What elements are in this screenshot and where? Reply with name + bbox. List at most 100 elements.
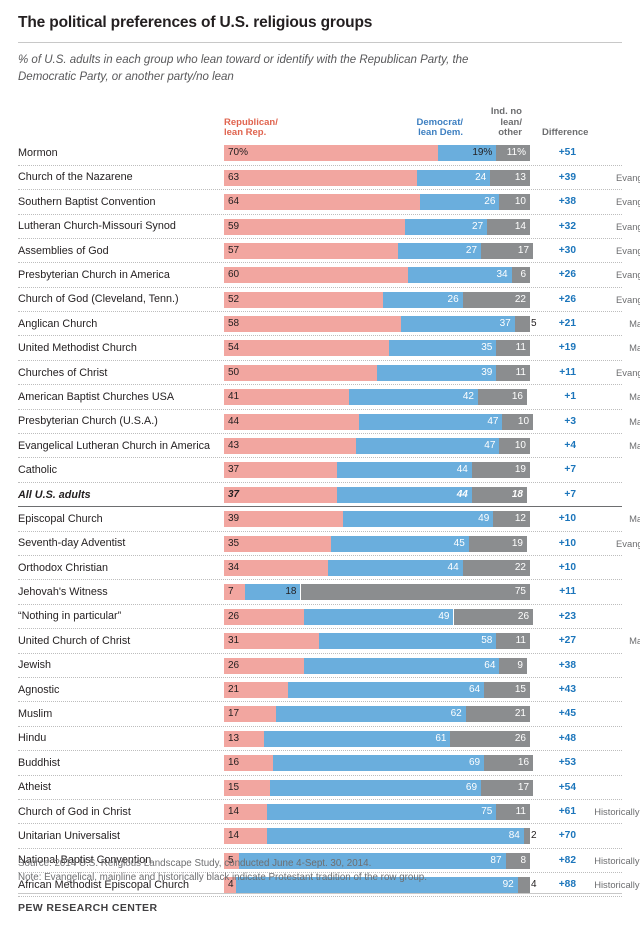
bar-democrat: [303, 608, 454, 625]
value-difference: +4: [564, 440, 576, 452]
bar-republican: [224, 535, 332, 552]
value-republican: 14: [228, 805, 240, 817]
bar-democrat: [318, 633, 497, 650]
table-row: Presbyterian Church in America 60 34 6 +26 Ev…: [18, 263, 640, 288]
table-row: Muslim 17 62 21 +45: [18, 702, 622, 727]
row-label: Church of the Nazarene: [18, 171, 133, 184]
row-bars: 59 27 14 +32 Evangelical: [224, 215, 640, 238]
table-row: Church of God in Christ 14 75 11 +61 Historic…: [18, 800, 640, 825]
bar-republican: [224, 364, 377, 381]
value-democrat: 75: [481, 805, 493, 817]
bar-independent: [468, 535, 527, 552]
value-independent: 11: [515, 366, 526, 378]
row-bars: 50 39 11 +11 Evangelical: [224, 361, 640, 384]
value-independent: 5: [531, 318, 537, 330]
row-bars: 34 44 22 +10: [224, 556, 622, 579]
value-democrat: 34: [496, 269, 508, 281]
tradition-label: Mainline: [629, 635, 640, 647]
row-bars: 37 44 19 +7: [224, 458, 622, 481]
value-republican: 41: [228, 391, 240, 403]
bar-republican: [224, 852, 240, 869]
row-label: Agnostic: [18, 683, 60, 696]
bar-independent: [496, 803, 530, 820]
bar-democrat: [303, 657, 500, 674]
bar-independent: [514, 316, 530, 333]
value-difference: +51: [558, 147, 576, 159]
bar-republican: [224, 681, 289, 698]
value-democrat: 64: [468, 683, 481, 695]
row-bars: 13 61 26 +48: [224, 727, 622, 750]
table-row: United Methodist Church 54 35 11 +19 Mainline: [18, 336, 640, 361]
bar-democrat: [389, 340, 497, 357]
value-democrat: 27: [465, 244, 478, 256]
bar-independent: [523, 828, 530, 845]
tradition-label: Evangelical: [616, 293, 640, 305]
bar-republican: [224, 316, 402, 333]
value-difference: +10: [558, 513, 576, 525]
bar-republican: [224, 291, 384, 308]
value-difference: +26: [558, 269, 576, 281]
tradition-label: Evangelical: [616, 269, 640, 281]
row-label: Jewish: [18, 659, 52, 672]
bar-republican: [224, 145, 439, 162]
value-republican: 70%: [228, 147, 249, 159]
bar-republican: [224, 584, 246, 601]
bar-independent: [499, 438, 530, 455]
value-democrat: 47: [484, 440, 496, 452]
bar-democrat: [419, 194, 500, 211]
row-bars: 39 49 12 +10 Mainline: [224, 507, 640, 530]
value-independent: 18: [511, 488, 523, 500]
value-republican: 16: [228, 757, 240, 769]
value-difference: +19: [558, 342, 576, 354]
bar-democrat: [407, 267, 512, 284]
value-democrat: 64: [484, 659, 496, 671]
table-row: “Nothing in particular” 26 49 26 +23: [18, 605, 622, 630]
row-label: Churches of Christ: [18, 366, 108, 379]
bar-democrat: [401, 316, 515, 333]
row-bars: 14 84 2 +70: [224, 824, 622, 847]
table-row: Hindu 13 61 26 +48: [18, 727, 622, 752]
row-label: United Methodist Church: [18, 342, 137, 355]
row-label: United Church of Christ: [18, 634, 131, 647]
bar-independent: [496, 340, 530, 357]
table-row: Church of God (Cleveland, Tenn.) 52 26 22 +2…: [18, 288, 640, 313]
bar-independent: [477, 389, 527, 406]
header-democrat: Democrat/ lean Dem.: [403, 117, 463, 140]
value-republican: 58: [228, 318, 240, 330]
chart-rows: Mormon 70% 19% 11% +51 Church of the Nazarene…: [18, 141, 640, 898]
table-row: Seventh-day Adventist 35 45 19 +10 Evangelica…: [18, 532, 640, 556]
bar-independent: [499, 194, 530, 211]
value-democrat: 35: [481, 342, 493, 354]
bar-democrat: [358, 413, 503, 430]
value-democrat: 62: [450, 708, 462, 720]
value-independent: 6: [520, 269, 526, 281]
bar-independent: [499, 657, 527, 674]
value-independent: 10: [514, 440, 526, 452]
header-republican-line1: Republican/: [224, 116, 278, 128]
row-label: Assemblies of God: [18, 244, 109, 257]
value-democrat: 49: [438, 610, 450, 622]
note-line: Note: Evangelical, mainline and historic…: [18, 871, 427, 883]
row-bars: 5 87 8 +82 Historically black: [224, 849, 640, 872]
tradition-label: Mainline: [629, 440, 640, 452]
table-row: Lutheran Church-Missouri Synod 59 27 14 +32 E…: [18, 215, 640, 239]
value-difference: +1: [564, 391, 576, 403]
bar-republican: [224, 755, 273, 772]
table-row: Unitarian Universalist 14 84 2 +70: [18, 824, 622, 849]
bar-independent: [505, 852, 530, 869]
tradition-label: Historically black: [594, 805, 640, 817]
row-bars: 44 47 10 +3 Mainline: [224, 410, 640, 433]
row-label: American Baptist Churches USA: [18, 390, 175, 403]
value-democrat: 44: [456, 464, 468, 476]
value-democrat: 37: [499, 318, 511, 330]
brand-label: PEW RESEARCH CENTER: [18, 902, 158, 914]
bar-independent: [453, 608, 534, 625]
row-bars: 4 92 4 +88 Historically black: [224, 873, 640, 896]
value-democrat: 87: [490, 854, 502, 866]
value-difference: +7: [564, 488, 576, 500]
header-independent-line3: other: [498, 127, 522, 139]
row-bars: 41 42 16 +1 Mainline: [224, 385, 640, 408]
value-democrat: 18: [285, 586, 297, 598]
row-bars: 17 62 21 +45: [224, 702, 622, 725]
